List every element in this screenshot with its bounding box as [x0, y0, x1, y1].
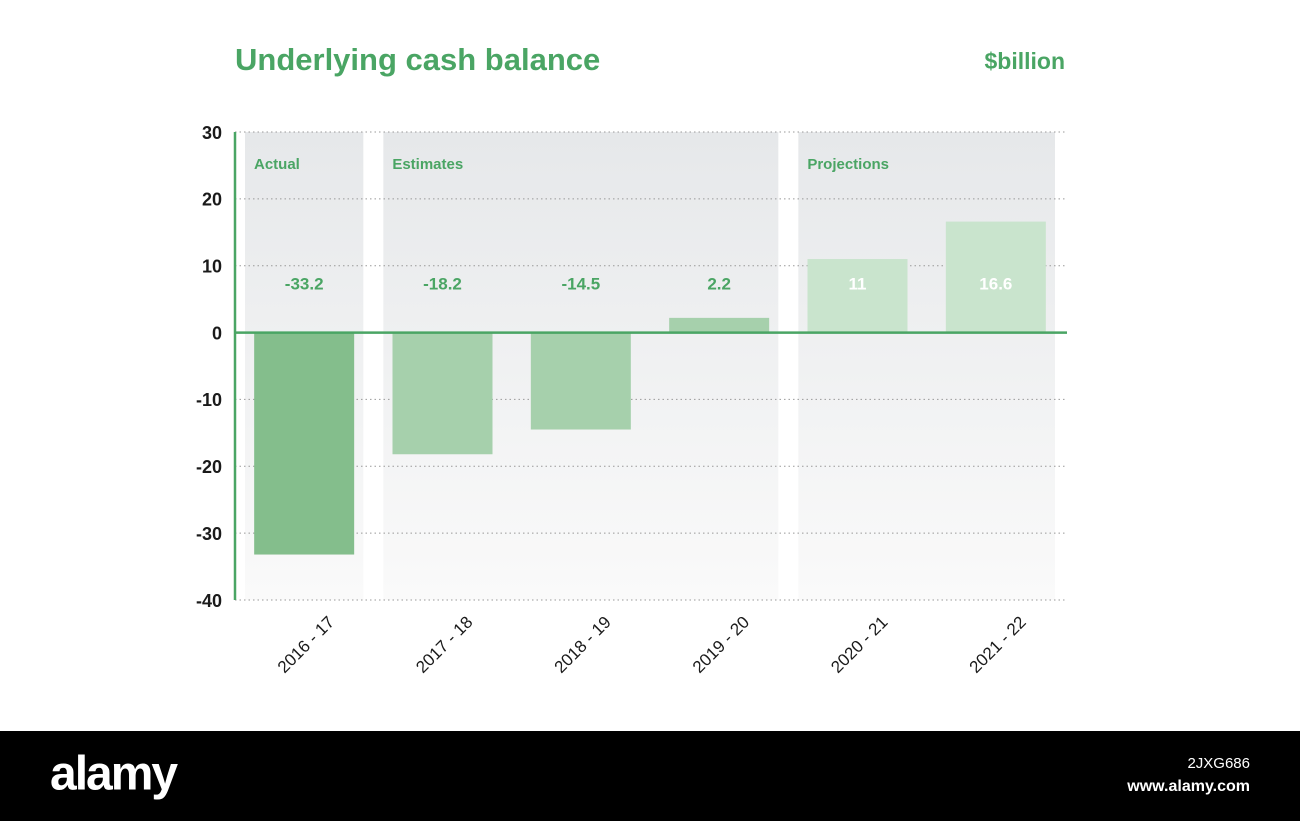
data-label: 2.2 [707, 274, 731, 293]
data-label: 16.6 [979, 274, 1012, 293]
y-tick-label: 20 [202, 190, 222, 210]
y-tick-label: -30 [196, 524, 222, 544]
bar [254, 332, 355, 555]
footer-logo: alamy [50, 748, 178, 801]
data-label: -33.2 [285, 274, 324, 293]
bar [945, 221, 1046, 333]
x-tick-label: 2016 - 17 [274, 613, 338, 677]
unit-label: $billion [985, 48, 1066, 74]
footer-url: www.alamy.com [1126, 778, 1250, 795]
y-tick-label: -10 [196, 390, 222, 410]
x-tick-label: 2019 - 20 [689, 613, 753, 677]
x-tick-label: 2018 - 19 [551, 613, 615, 677]
bar [392, 332, 493, 455]
bar [530, 332, 631, 430]
group-label: Projections [807, 156, 889, 173]
y-tick-label: -20 [196, 457, 222, 477]
y-tick-label: 10 [202, 256, 222, 276]
data-label: 11 [849, 274, 867, 293]
bar [669, 317, 770, 333]
footer-bar [0, 731, 1300, 821]
x-tick-label: 2017 - 18 [412, 613, 476, 677]
group-label: Estimates [392, 156, 463, 173]
data-label: -14.5 [561, 274, 600, 293]
x-tick-label: 2020 - 21 [827, 613, 891, 677]
x-tick-label: 2021 - 22 [966, 613, 1030, 677]
y-tick-label: -40 [196, 591, 222, 611]
y-tick-label: 0 [212, 323, 222, 343]
bar [807, 259, 908, 333]
chart-title: Underlying cash balance [235, 42, 600, 77]
group-label: Actual [254, 156, 300, 173]
group-panel [798, 132, 1055, 600]
y-tick-label: 30 [202, 123, 222, 143]
data-label: -18.2 [423, 274, 462, 293]
footer-image-id: 2JXG686 [1187, 755, 1250, 772]
